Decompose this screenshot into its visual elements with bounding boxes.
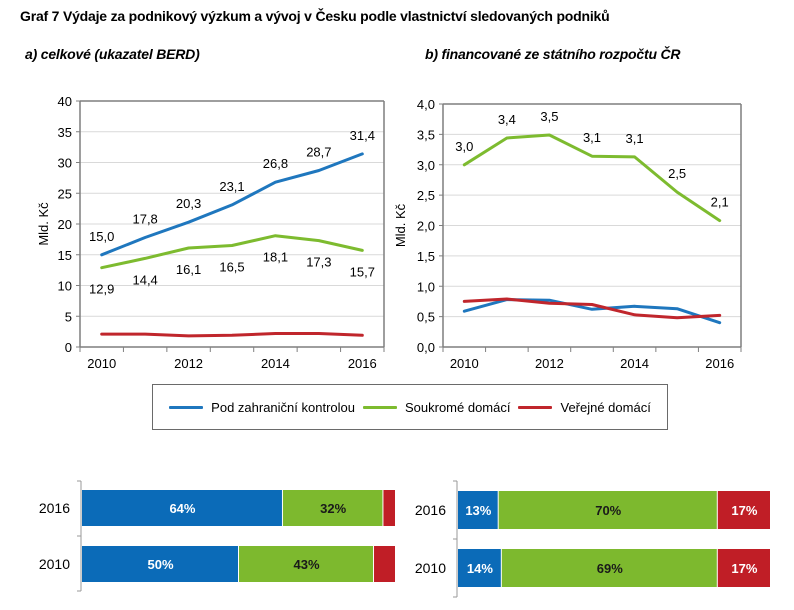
bar-segment-a-share-2010-foreign: [82, 546, 238, 582]
chart-a-y-tick-label: 20: [58, 217, 72, 232]
chart-b-data-label-private: 3,1: [626, 131, 644, 146]
bar-chart-a-share-category-label: 2016: [39, 500, 70, 516]
chart-b-data-label-private: 3,5: [540, 109, 558, 124]
chart-a-data-label-private: 16,1: [176, 262, 201, 277]
chart-b-y-axis-title: Mld. Kč: [393, 203, 408, 247]
bar-segment-b-share-2010-public: [717, 549, 770, 587]
bar-chart-b-share-category-label: 2016: [415, 502, 446, 518]
chart-a-line-private: [100, 234, 364, 270]
bar-segment-b-share-2010-foreign: [458, 549, 501, 587]
chart-a-data-label-foreign: 31,4: [350, 128, 375, 143]
bar-segment-a-share-2016-foreign: [82, 490, 282, 526]
bar-label-b-share-2016-public: 17%: [731, 503, 757, 518]
chart-b-y-tick-label: 2,0: [417, 219, 435, 234]
bar-label-a-share-2010-foreign: 50%: [147, 557, 173, 572]
legend-swatch-public: [518, 405, 553, 409]
bar-label-a-share-2016-private: 32%: [320, 501, 346, 516]
legend: Pod zahraniční kontrolou Soukromé domácí…: [152, 384, 668, 430]
chart-a-x-tick-label: 2014: [261, 356, 290, 371]
chart-a-data-label-private: 18,1: [263, 250, 288, 265]
chart-a-x-tick-label: 2010: [87, 356, 116, 371]
chart-b-x-tick-label: 2014: [620, 356, 649, 371]
chart-a-x-tick-label: 2012: [174, 356, 203, 371]
chart-b-title: b) financované ze státního rozpočtu ČR: [425, 46, 681, 62]
bar-label-a-share-2016-foreign: 64%: [169, 501, 195, 516]
chart-a-line-public: [100, 332, 364, 338]
chart-b-data-label-private: 3,0: [455, 139, 473, 154]
chart-a-data-label-foreign: 15,0: [89, 229, 114, 244]
bar-chart-a-share-category-label: 2010: [39, 556, 70, 572]
chart-a-y-tick-label: 0: [65, 340, 72, 355]
legend-label-foreign: Pod zahraniční kontrolou: [211, 399, 355, 415]
chart-a-data-label-foreign: 28,7: [306, 144, 331, 159]
chart-b-line-public: [462, 297, 722, 320]
bar-segment-a-share-2016-private: [282, 490, 383, 526]
chart-b-y-tick-label: 3,0: [417, 158, 435, 173]
chart-b-y-tick-label: 1,0: [417, 279, 435, 294]
chart-a-y-tick-label: 5: [65, 309, 72, 324]
chart-a-data-label-foreign: 17,8: [132, 212, 157, 227]
chart-a-y-tick-label: 40: [58, 94, 72, 109]
chart-a-y-tick-label: 15: [58, 248, 72, 263]
chart-b-data-label-private: 3,1: [583, 130, 601, 145]
bar-segment-a-share-2010-private: [239, 546, 374, 582]
chart-b-y-tick-label: 1,5: [417, 249, 435, 264]
bar-chart-b-share-category-label: 2010: [415, 560, 446, 576]
bar-label-b-share-2010-private: 69%: [597, 561, 623, 576]
legend-swatch-private: [362, 405, 397, 409]
figure-title: Graf 7 Výdaje za podnikový výzkum a vývo…: [20, 8, 610, 24]
chart-b-x-tick-label: 2012: [535, 356, 564, 371]
bar-label-b-share-2010-public: 17%: [731, 561, 757, 576]
chart-b-data-label-private: 2,5: [668, 166, 686, 181]
chart-a-y-axis-title: Mld. Kč: [36, 202, 51, 246]
chart-b-y-tick-label: 2,5: [417, 188, 435, 203]
chart-a-data-label-foreign: 23,1: [219, 179, 244, 194]
bar-segment-a-share-2010-public: [374, 546, 395, 582]
chart-a-x-tick-label: 2016: [348, 356, 377, 371]
chart-a-y-tick-label: 30: [58, 156, 72, 171]
bar-label-a-share-2010-private: 43%: [293, 557, 319, 572]
bar-segment-a-share-2016-public: [383, 490, 395, 526]
chart-b-y-tick-label: 0,5: [417, 310, 435, 325]
legend-swatch-foreign: [169, 405, 204, 409]
chart-b-y-tick-label: 0,0: [417, 340, 435, 355]
bar-label-b-share-2016-foreign: 13%: [465, 503, 491, 518]
legend-item-public: Veřejné domácí: [518, 399, 651, 415]
chart-a-data-label-private: 17,3: [306, 255, 331, 270]
chart-a-title: a) celkové (ukazatel BERD): [25, 46, 200, 62]
legend-label-private: Soukromé domácí: [404, 399, 511, 415]
chart-a-line-foreign: [100, 152, 364, 257]
chart-b-data-label-private: 2,1: [711, 195, 729, 210]
chart-b-line-private: [462, 133, 722, 223]
bar-segment-b-share-2010-private: [501, 549, 717, 587]
chart-b-x-tick-label: 2010: [450, 356, 479, 371]
chart-a-y-tick-label: 10: [58, 279, 72, 294]
chart-b-x-tick-label: 2016: [705, 356, 734, 371]
chart-b-y-tick-label: 4,0: [417, 97, 435, 112]
chart-a-data-label-foreign: 20,3: [176, 196, 201, 211]
bar-segment-b-share-2016-private: [498, 491, 717, 529]
chart-a-data-label-private: 16,5: [219, 260, 244, 275]
bar-segment-b-share-2016-foreign: [458, 491, 498, 529]
legend-label-public: Veřejné domácí: [560, 399, 651, 415]
legend-item-private: Soukromé domácí: [362, 399, 511, 415]
chart-b-y-tick-label: 3,5: [417, 127, 435, 142]
bar-segment-b-share-2016-public: [717, 491, 770, 529]
legend-item-foreign: Pod zahraniční kontrolou: [169, 400, 355, 415]
chart-a-y-tick-label: 25: [58, 186, 72, 201]
chart-a-data-label-private: 14,4: [132, 272, 157, 287]
chart-a-data-label-private: 15,7: [350, 264, 375, 279]
bar-label-b-share-2016-private: 70%: [595, 503, 621, 518]
chart-a-data-label-foreign: 26,8: [263, 156, 288, 171]
chart-b-data-label-private: 3,4: [498, 112, 516, 127]
chart-a-y-tick-label: 35: [58, 125, 72, 140]
chart-a-data-label-private: 12,9: [89, 282, 114, 297]
bar-label-b-share-2010-foreign: 14%: [467, 561, 493, 576]
